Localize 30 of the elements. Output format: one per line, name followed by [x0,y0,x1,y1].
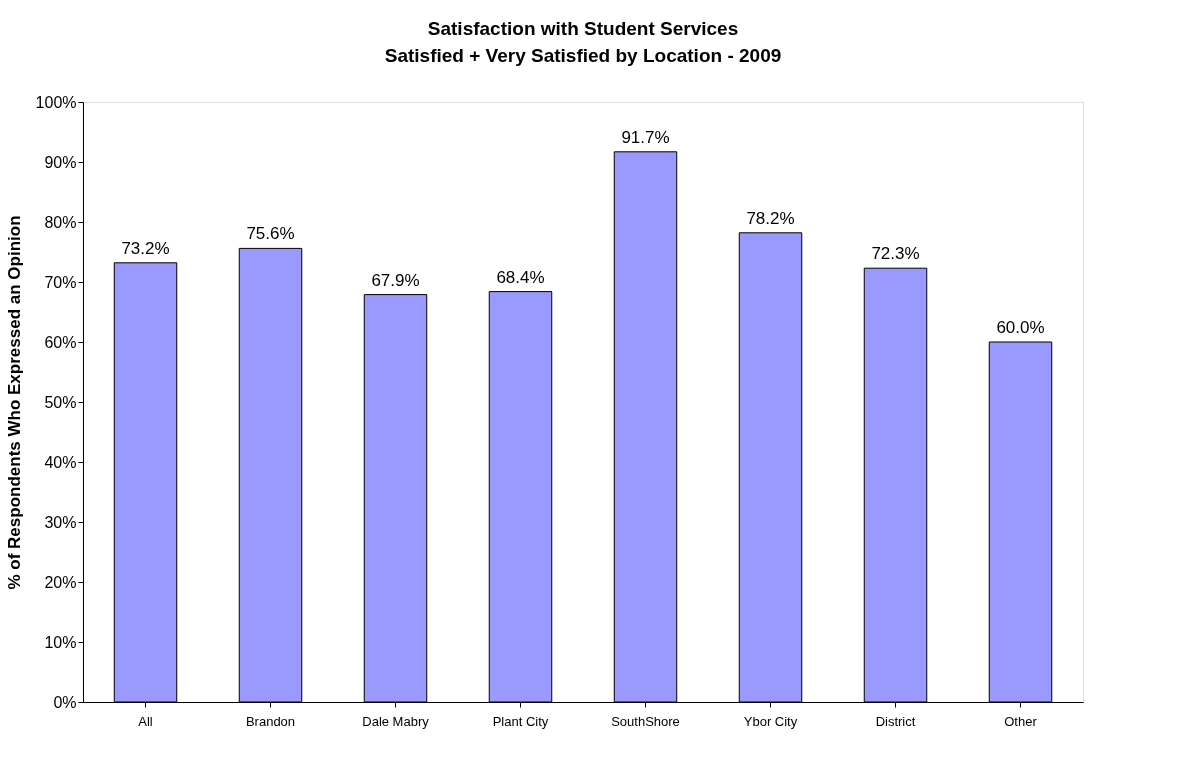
x-tick-label: All [138,713,153,729]
data-label: 67.9% [371,270,420,290]
x-tick-label: Dale Mabry [362,713,430,729]
y-tick-label: 0% [53,693,77,711]
y-tick-label: 100% [35,93,77,111]
data-label: 75.6% [246,224,295,244]
y-tick-label: 40% [44,453,77,471]
x-tick-label: SouthShore [611,713,680,729]
y-tick-label: 50% [44,393,77,411]
data-label: 73.2% [121,238,170,258]
x-tick-label: Brandon [245,713,296,729]
data-label: 60.0% [996,318,1045,337]
x-tick-label: Plant City [492,713,549,729]
y-tick-label: 60% [44,333,77,351]
data-label: 91.7% [621,127,670,147]
y-tick-label: 30% [44,513,77,531]
y-tick-label: 80% [44,213,77,231]
x-tick-label: Other [1004,713,1038,729]
data-label: 68.4% [496,267,545,287]
data-label: 72.3% [871,244,920,264]
chart-title: Satisfaction with Student Services [427,18,739,39]
data-label: 78.2% [746,208,795,228]
x-tick-label: District [875,713,916,729]
x-tick-label: Ybor City [743,713,798,729]
y-tick-label: 20% [44,573,77,591]
y-tick-label: 90% [44,153,77,171]
y-axis-title: % of Respondents Who Expressed an Opinion [4,215,24,590]
y-tick-label: 70% [44,273,77,291]
chart-subtitle: Satisfied + Very Satisfied by Location - 2009 [384,45,782,66]
y-tick-label: 10% [44,633,77,651]
